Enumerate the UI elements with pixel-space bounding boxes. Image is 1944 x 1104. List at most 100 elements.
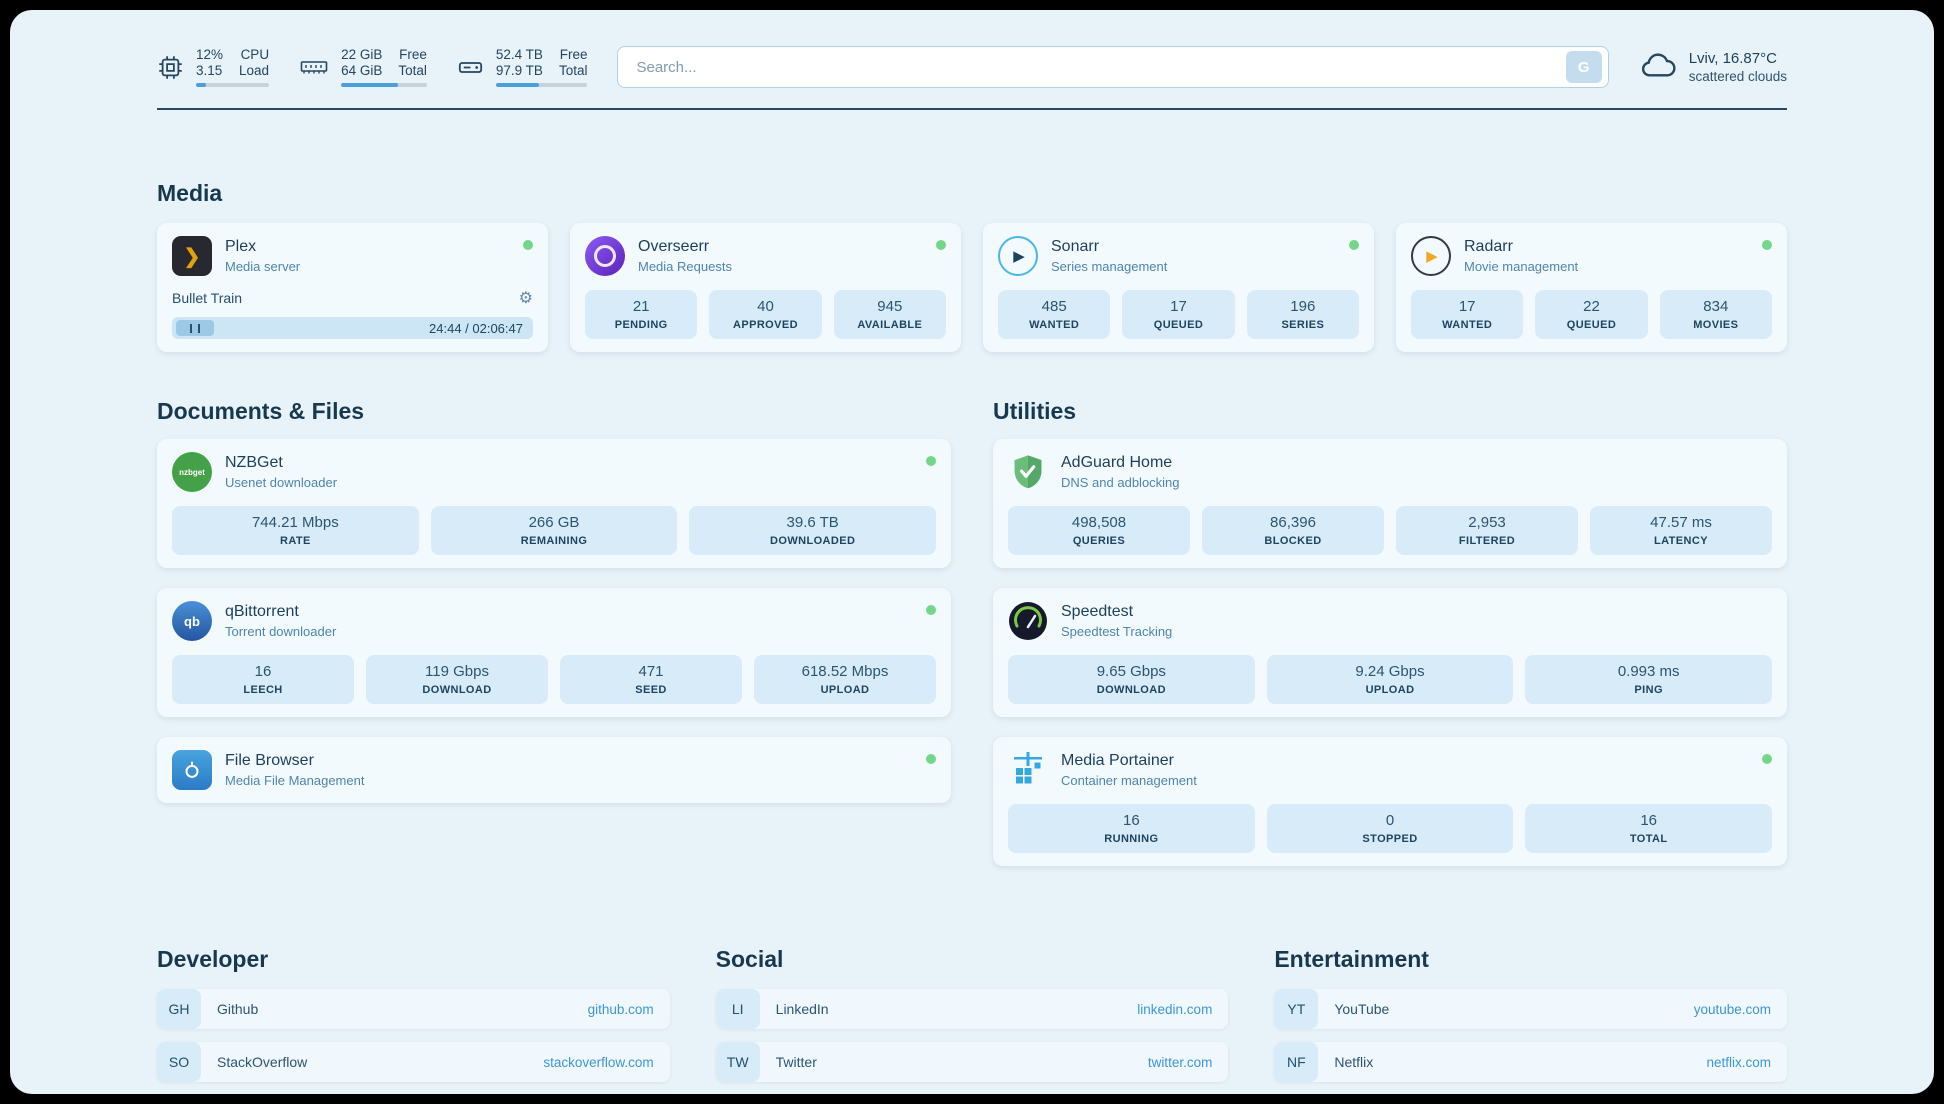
playback-progress-bar[interactable]: 24:44 / 02:06:47 xyxy=(172,317,533,339)
stat-value: 945 xyxy=(877,298,903,315)
stat-label: DOWNLOAD xyxy=(1096,684,1166,696)
bookmark-twitter[interactable]: TW Twitter twitter.com xyxy=(715,1042,1229,1082)
stat-value: 485 xyxy=(1041,298,1067,315)
stat-value: 0 xyxy=(1385,812,1395,829)
disk-free-label: Free xyxy=(559,47,588,62)
stat-box: 834 MOVIES xyxy=(1659,290,1772,339)
service-link-qbittorrent[interactable]: qb qBittorrent Torrent downloader xyxy=(172,601,936,641)
service-card-radarr: Radarr Movie management 17 WANTED 22 QUE… xyxy=(1396,223,1787,352)
stat-box: 744.21 Mbps RATE xyxy=(172,506,419,555)
stat-value: 47.57 ms xyxy=(1650,514,1712,531)
dashboard-page: 12% CPU 3.15 Load 22 GiB Free xyxy=(10,10,1934,1094)
status-dot xyxy=(926,754,936,764)
service-desc: Media Requests xyxy=(638,259,732,274)
section-title-developer: Developer xyxy=(157,946,269,972)
service-card-qbittorrent: qb qBittorrent Torrent downloader 16 LEE… xyxy=(157,588,951,717)
stat-label: RATE xyxy=(279,535,311,547)
disk-free: 52.4 TB xyxy=(495,47,543,62)
service-name: qBittorrent xyxy=(225,603,299,620)
service-link-speedtest[interactable]: Speedtest Speedtest Tracking xyxy=(1008,601,1772,641)
header-divider xyxy=(157,108,1787,110)
stat-label: MOVIES xyxy=(1693,319,1739,331)
stat-box: 9.24 Gbps UPLOAD xyxy=(1266,655,1514,704)
service-card-overseerr: Overseerr Media Requests 21 PENDING 40 A… xyxy=(570,223,961,352)
section-media: Media Plex Media server Bullet Train ⚙ xyxy=(157,180,1787,352)
pause-icon[interactable] xyxy=(176,320,214,336)
bookmark-url: youtube.com xyxy=(1693,1001,1771,1017)
stat-box: 47.57 ms LATENCY xyxy=(1590,506,1772,555)
bookmark-abbr: SO xyxy=(157,1042,201,1082)
ram-widget: 22 GiB Free 64 GiB Total xyxy=(299,47,427,87)
stat-value: 9.65 Gbps xyxy=(1096,663,1166,680)
service-card-portainer: Media Portainer Container management 16 … xyxy=(993,737,1787,866)
adguard-shield-icon xyxy=(1008,452,1048,492)
stat-box: 266 GB REMAINING xyxy=(430,506,678,555)
stat-value: 744.21 Mbps xyxy=(251,514,339,531)
status-dot xyxy=(936,240,946,250)
service-name: Sonarr xyxy=(1051,238,1100,255)
filebrowser-icon xyxy=(172,750,212,790)
service-link-portainer[interactable]: Media Portainer Container management xyxy=(1008,750,1772,790)
stat-value: 16 xyxy=(254,663,272,680)
service-link-plex[interactable]: Plex Media server xyxy=(172,236,533,276)
bookmark-abbr: TW xyxy=(715,1042,760,1082)
stat-box: 39.6 TB DOWNLOADED xyxy=(689,506,937,555)
bookmark-netflix[interactable]: NF Netflix netflix.com xyxy=(1274,1042,1787,1082)
plex-icon xyxy=(172,236,212,276)
service-name: Media Portainer xyxy=(1061,752,1174,769)
stat-value: 40 xyxy=(757,298,774,315)
section-title-social: Social xyxy=(715,946,784,972)
stat-box: 22 QUEUED xyxy=(1535,290,1648,339)
status-dot xyxy=(926,605,936,615)
bookmark-youtube[interactable]: YT YouTube youtube.com xyxy=(1274,989,1787,1029)
now-playing-title: Bullet Train xyxy=(172,290,243,306)
service-link-sonarr[interactable]: Sonarr Series management xyxy=(998,236,1359,276)
disk-total: 97.9 TB xyxy=(495,63,543,78)
stat-label: DOWNLOADED xyxy=(770,535,856,547)
service-card-sonarr: Sonarr Series management 485 WANTED 17 Q… xyxy=(983,223,1374,352)
service-link-nzbget[interactable]: nzbget NZBGet Usenet downloader xyxy=(172,452,936,492)
service-name: File Browser xyxy=(225,752,314,769)
stat-box: 0.993 ms PING xyxy=(1525,655,1773,704)
weather-location: Lviv, 16.87°C xyxy=(1688,50,1777,67)
weather-widget: Lviv, 16.87°C scattered clouds xyxy=(1639,50,1787,85)
stat-label: QUEUED xyxy=(1153,319,1204,331)
service-desc: DNS and adblocking xyxy=(1061,475,1180,490)
cpu-load: 3.15 xyxy=(196,63,223,78)
stat-label: STOPPED xyxy=(1362,833,1418,845)
section-developer: Developer GH Github github.com SO StackO… xyxy=(157,946,670,1094)
stat-label: APPROVED xyxy=(733,319,798,331)
gear-icon[interactable]: ⚙ xyxy=(518,290,533,307)
stat-box: 196 SERIES xyxy=(1246,290,1359,339)
stat-label: PING xyxy=(1634,684,1663,696)
service-link-radarr[interactable]: Radarr Movie management xyxy=(1411,236,1772,276)
sonarr-icon xyxy=(998,236,1038,276)
service-card-speedtest: Speedtest Speedtest Tracking 9.65 Gbps D… xyxy=(993,588,1787,717)
service-link-filebrowser[interactable]: File Browser Media File Management xyxy=(172,750,936,790)
stat-label: FILTERED xyxy=(1458,535,1516,547)
stat-label: PENDING xyxy=(614,319,668,331)
weather-condition: scattered clouds xyxy=(1688,69,1787,84)
service-link-adguard[interactable]: AdGuard Home DNS and adblocking xyxy=(1008,452,1772,492)
cpu-load-label: Load xyxy=(239,63,270,78)
bookmark-name: StackOverflow xyxy=(217,1054,308,1070)
stat-box: 16 TOTAL xyxy=(1525,804,1773,853)
stat-value: 9.24 Gbps xyxy=(1355,663,1425,680)
cloud-icon xyxy=(1639,50,1677,85)
disk-progress-bar xyxy=(495,83,588,87)
bookmark-github[interactable]: GH Github github.com xyxy=(157,989,670,1029)
stat-box: 21 PENDING xyxy=(585,290,698,339)
search-input[interactable] xyxy=(634,57,1566,77)
bookmark-abbr: GH xyxy=(157,989,201,1029)
bookmark-linkedin[interactable]: LI LinkedIn linkedin.com xyxy=(715,989,1229,1029)
stat-box: 618.52 Mbps UPLOAD xyxy=(754,655,936,704)
status-dot xyxy=(523,240,533,250)
stat-box: 9.65 Gbps DOWNLOAD xyxy=(1008,655,1255,704)
disk-total-label: Total xyxy=(558,63,588,78)
bookmark-stackoverflow[interactable]: SO StackOverflow stackoverflow.com xyxy=(157,1042,670,1082)
service-name: NZBGet xyxy=(225,454,283,471)
service-link-overseerr[interactable]: Overseerr Media Requests xyxy=(585,236,946,276)
speedtest-gauge-icon xyxy=(1008,601,1048,641)
search-provider-button[interactable]: G xyxy=(1565,51,1602,83)
